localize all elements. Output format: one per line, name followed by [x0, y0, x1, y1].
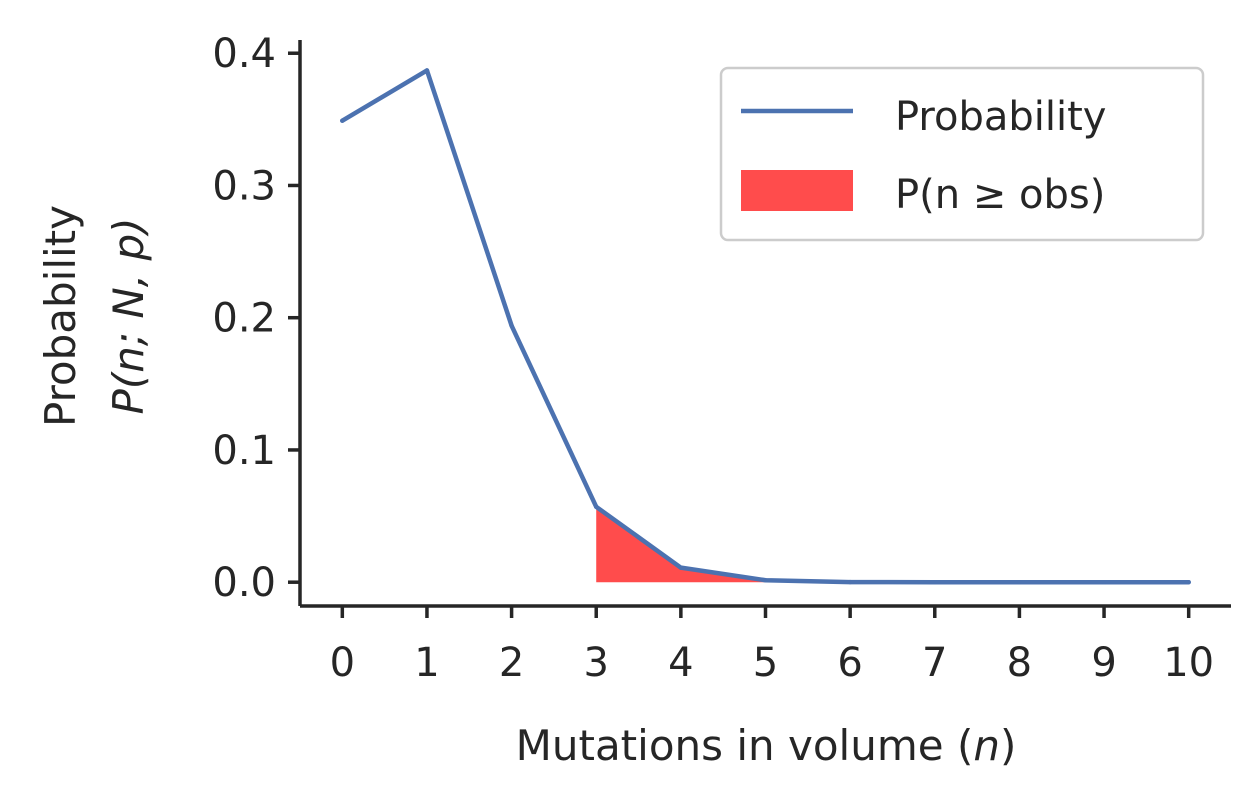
data-point	[1186, 579, 1191, 585]
x-tick-label: 0	[330, 640, 355, 686]
y-tick-label: 0.1	[212, 428, 276, 474]
y-tick-label: 0.4	[212, 31, 276, 77]
y-tick-label: 0.0	[212, 560, 276, 606]
x-tick-label: 4	[668, 640, 693, 686]
data-point	[1101, 579, 1107, 585]
x-tick-label: 8	[1007, 640, 1032, 686]
data-point	[340, 118, 345, 123]
x-tick-label: 10	[1163, 640, 1214, 686]
x-tick-label: 7	[922, 640, 947, 686]
data-point	[847, 579, 853, 585]
data-point	[763, 578, 768, 583]
legend-fill-swatch	[741, 170, 853, 211]
data-point	[509, 323, 514, 328]
legend: Probability P(n ≥ obs)	[719, 66, 1205, 242]
x-tick-label: 3	[584, 640, 609, 686]
y-tick-label: 0.3	[212, 163, 276, 209]
legend-label-tail: P(n ≥ obs)	[895, 172, 1105, 218]
legend-label-probability: Probability	[895, 94, 1106, 140]
x-tick-label: 6	[837, 640, 862, 686]
x-tick-label: 1	[414, 640, 439, 686]
data-point	[678, 565, 684, 570]
y-axis: 0.0 0.1 0.2 0.3 0.4	[212, 31, 302, 606]
x-tick-label: 5	[753, 640, 778, 686]
y-axis-label-line1: Probability	[36, 205, 85, 427]
x-tick-label: 9	[1091, 640, 1116, 686]
data-point	[1017, 579, 1022, 585]
data-point	[424, 68, 430, 73]
x-tick-label: 2	[499, 640, 524, 686]
x-axis: 0 1 2 3 4 5 6 7 8 9 10	[300, 604, 1231, 686]
x-axis-label: Mutations in volume (n)	[516, 721, 1017, 770]
plot-area	[340, 68, 1191, 585]
y-axis-label-line2: P(n; N, p)	[104, 218, 153, 415]
data-point	[932, 579, 937, 585]
data-point	[594, 504, 599, 510]
y-tick-label: 0.2	[212, 296, 276, 342]
tail-probability-area	[596, 506, 1189, 583]
